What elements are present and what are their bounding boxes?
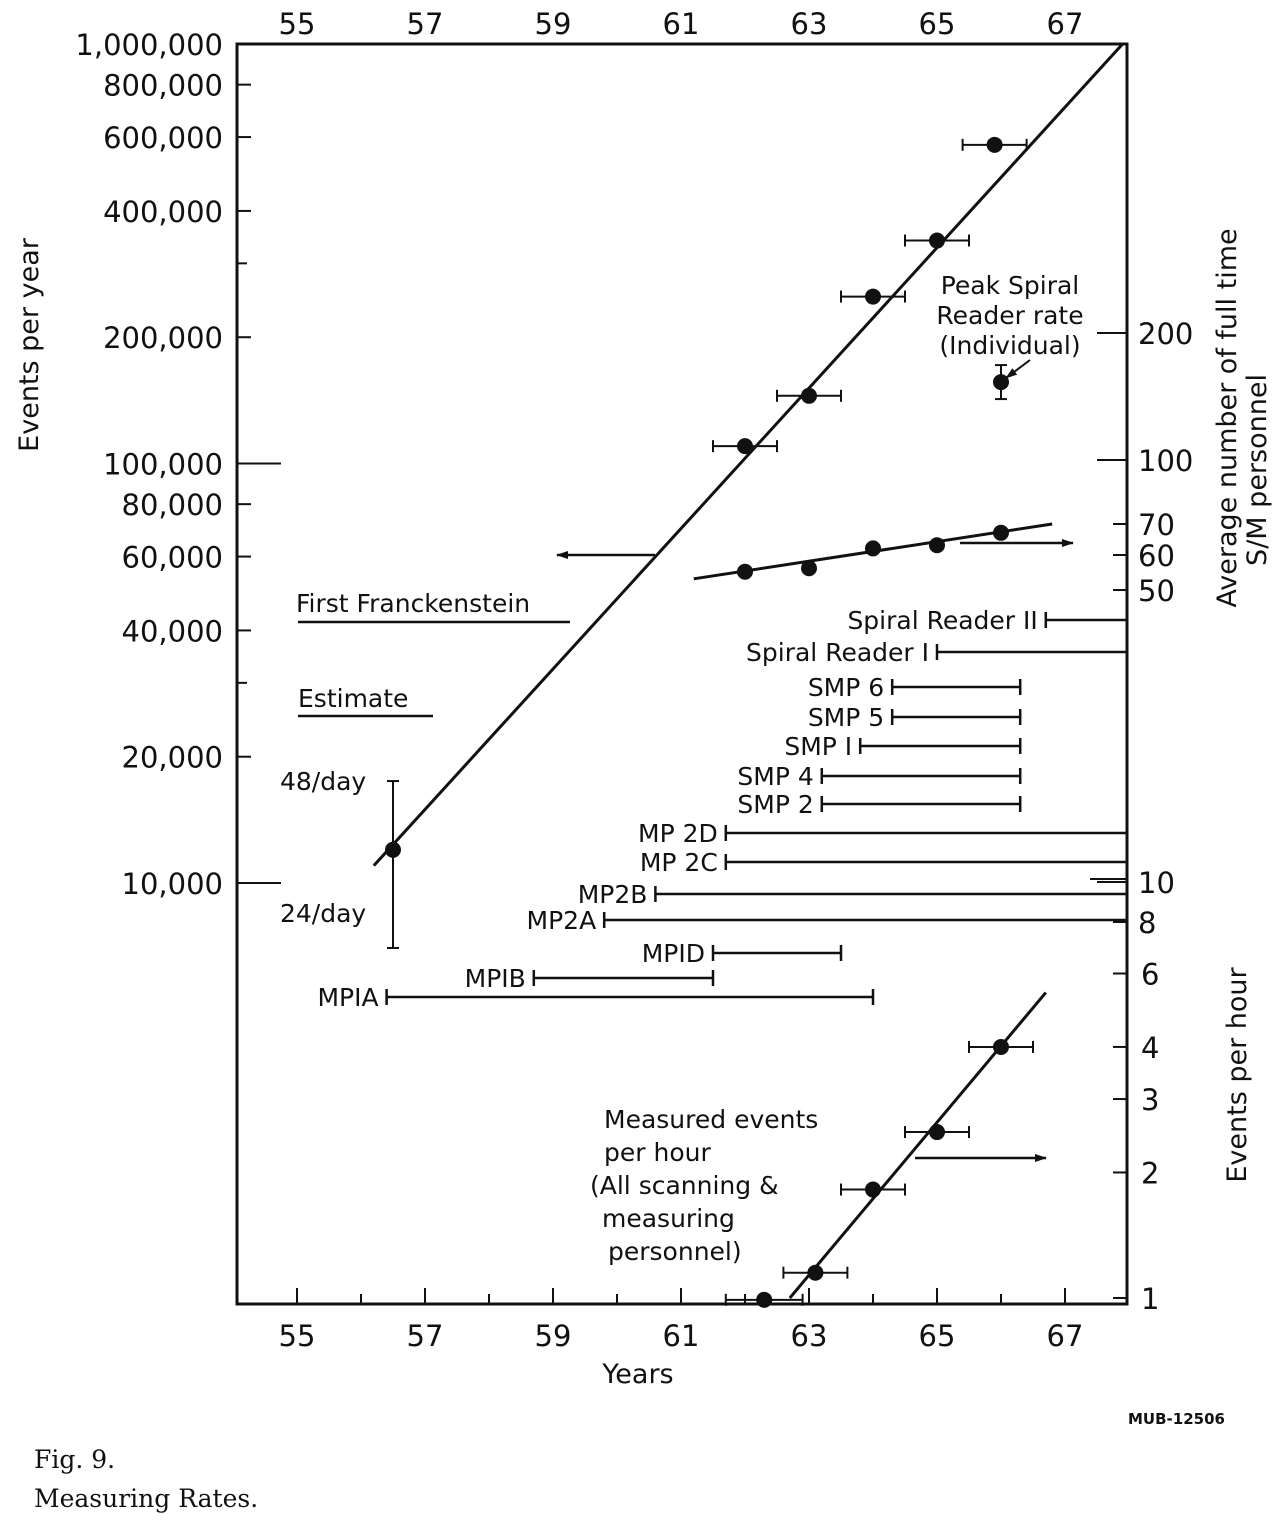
x-axis-title: Years [601,1359,673,1390]
x-top-tick-label: 65 [919,7,956,41]
annotations: First Franckenstein Estimate 48/day 24/day P… [280,271,1084,1266]
annotation-estimate: Estimate [298,684,408,713]
personnel-tick-label: 10 [1138,866,1175,900]
x-axis: 55 55 57 57 59 59 61 61 63 63 65 65 67 67 [279,7,1084,1353]
x-top-tick-label: 57 [407,7,444,41]
annotation-48-per-day: 48/day [280,767,366,796]
peak-pointer-arrow [1005,359,1031,379]
left-y-tick-label: 10,000 [122,867,223,901]
equipment-label: MP2B [578,880,648,909]
left-y-axis: 1,000,000 800,000 600,000 400,000 200,000 100… [75,28,281,901]
data-point [807,1264,824,1281]
data-point [929,1124,945,1141]
data-point [865,1181,881,1198]
equipment-label: SMP 5 [808,703,884,732]
equipment-label: MP 2C [640,848,718,877]
data-point [756,1291,773,1308]
rate-axis-title: Events per hour [1222,966,1253,1182]
figure-reference-code: MUB-12506 [1128,1410,1225,1428]
annotation-first-franckenstein: First Franckenstein [296,589,530,618]
equipment-label: SMP 2 [737,790,813,819]
equipment-label: SMP 6 [808,673,884,702]
personnel-axis-title-line1: Average number of full time [1212,228,1243,607]
fit-line-rate [788,991,1047,1299]
personnel-tick-label: 50 [1138,574,1175,608]
equipment-label: MPIB [465,964,526,993]
x-top-tick-label: 59 [535,7,572,41]
annotation-measured-events: measuring [602,1204,735,1233]
x-tick-label: 67 [1047,1319,1084,1353]
left-y-tick-label: 80,000 [122,488,223,522]
data-point [993,524,1009,541]
x-tick-label: 57 [407,1319,444,1353]
annotation-measured-events: (All scanning & [590,1171,779,1200]
data-point [929,537,945,554]
x-top-tick-label: 67 [1047,7,1084,41]
data-point [737,563,753,580]
annotation-peak-spiral: (Individual) [939,331,1080,360]
x-top-tick-label: 63 [791,7,828,41]
personnel-tick-label: 60 [1138,539,1175,573]
rate-tick-label: 3 [1141,1083,1159,1117]
annotation-peak-spiral: Peak Spiral [941,271,1080,300]
left-y-tick-label: 800,000 [103,69,223,103]
left-y-tick-label: 1,000,000 [75,28,223,62]
data-point [801,387,817,404]
x-tick-label: 55 [279,1319,316,1353]
annotation-measured-events: per hour [604,1138,711,1167]
data-point [993,374,1009,391]
data-point [801,560,817,577]
left-y-tick-label: 400,000 [103,195,223,229]
x-tick-label: 61 [663,1319,700,1353]
left-y-tick-label: 100,000 [103,448,223,482]
equipment-label: Spiral Reader II [847,606,1037,635]
x-top-tick-label: 55 [279,7,316,41]
equipment-label: MP 2D [638,819,718,848]
caption-title: Measuring Rates. [34,1484,259,1513]
rate-tick-label: 1 [1141,1282,1159,1316]
equipment-label: MPID [642,939,705,968]
x-tick-label: 63 [791,1319,828,1353]
left-y-tick-label: 60,000 [122,541,223,575]
fit-line-left [372,42,1124,867]
x-tick-label: 65 [919,1319,956,1353]
equipment-label: SMP 4 [737,762,813,791]
data-point [865,288,881,305]
personnel-tick-label: 8 [1138,906,1156,940]
equipment-label: MP2A [527,906,597,935]
annotation-measured-events: personnel) [608,1237,742,1266]
x-top-tick-label: 61 [663,7,700,41]
left-y-axis-title: Events per year [14,237,45,452]
equipment-label: SMP I [784,732,852,761]
caption-number: Fig. 9. [34,1445,116,1474]
annotation-measured-events: Measured events [604,1105,818,1134]
annotation-peak-spiral: Reader rate [936,301,1083,330]
data-points [385,136,1034,1308]
personnel-tick-label: 100 [1138,444,1193,478]
x-tick-label: 59 [535,1319,572,1353]
data-point [993,1038,1009,1055]
data-point [986,136,1003,153]
personnel-tick-label: 70 [1138,508,1175,542]
axis-arrows [556,359,1074,1162]
equipment-label: MPIA [317,983,378,1012]
rate-tick-label: 4 [1141,1031,1159,1065]
data-point [865,540,881,557]
data-point [385,841,401,858]
annotation-24-per-day: 24/day [280,899,366,928]
left-y-tick-label: 40,000 [122,614,223,648]
rate-tick-label: 6 [1141,958,1159,992]
left-y-tick-label: 600,000 [103,121,223,155]
left-y-tick-label: 20,000 [122,741,223,775]
personnel-tick-label: 200 [1138,317,1193,351]
equipment-label: Spiral Reader I [746,638,929,667]
data-point [737,438,753,455]
left-y-tick-label: 200,000 [103,321,223,355]
rate-tick-label: 2 [1141,1156,1159,1190]
personnel-axis-title-line2: S/M personnel [1242,374,1273,566]
data-point [929,232,945,249]
